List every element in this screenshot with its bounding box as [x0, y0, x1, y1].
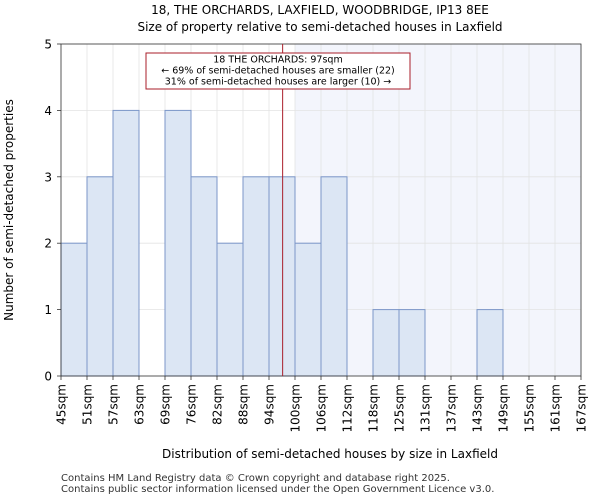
- y-tick-label: 2: [44, 237, 52, 251]
- x-tick-label: 51sqm: [81, 384, 95, 425]
- x-tick-label: 63sqm: [133, 384, 147, 425]
- footer-licence: Contains public sector information licen…: [61, 484, 495, 495]
- x-tick-label: 125sqm: [393, 384, 407, 432]
- annotation-border: [145, 52, 411, 90]
- x-tick-label: 106sqm: [315, 384, 329, 432]
- footer-copyright: Contains HM Land Registry data © Crown c…: [61, 473, 450, 484]
- y-tick-label: 0: [44, 370, 52, 384]
- x-tick-label: 88sqm: [237, 384, 251, 425]
- x-tick-label: 69sqm: [159, 384, 173, 425]
- x-tick-label: 94sqm: [263, 384, 277, 425]
- x-tick-label: 149sqm: [497, 384, 511, 432]
- y-tick-label: 5: [44, 38, 52, 52]
- bar-106sqm: [320, 176, 348, 377]
- y-axis-label: Number of semi-detached properties: [2, 99, 16, 321]
- chart-title-line2: Size of property relative to semi-detach…: [137, 20, 502, 34]
- bars: [60, 109, 504, 377]
- bar-69sqm: [164, 109, 192, 377]
- chart-title-line1: 18, THE ORCHARDS, LAXFIELD, WOODBRIDGE, …: [151, 3, 489, 17]
- bar-125sqm: [398, 309, 426, 377]
- bar-45sqm: [60, 242, 88, 377]
- annotation-line3: 31% of semi-detached houses are larger (…: [165, 77, 392, 88]
- x-tick-label: 137sqm: [445, 384, 459, 432]
- x-tick-label: 161sqm: [549, 384, 563, 432]
- x-tick-label: 100sqm: [289, 384, 303, 432]
- annotation-line1: 18 THE ORCHARDS: 97sqm: [213, 55, 342, 66]
- bar-76sqm: [190, 176, 218, 377]
- bar-118sqm: [372, 309, 400, 377]
- bar-82sqm: [216, 242, 244, 377]
- y-tick-label: 1: [44, 303, 52, 317]
- x-tick-label: 118sqm: [367, 384, 381, 432]
- x-axis-label: Distribution of semi-detached houses by …: [162, 447, 498, 461]
- x-tick-label: 112sqm: [341, 384, 355, 432]
- x-tick-label: 76sqm: [185, 384, 199, 425]
- bar-143sqm: [476, 309, 504, 377]
- x-tick-label: 167sqm: [575, 384, 589, 432]
- x-tick-label: 57sqm: [107, 384, 121, 425]
- bar-94sqm: [268, 176, 296, 377]
- x-axis: 45sqm 51sqm 57sqm 63sqm 69sqm 76sqm 82sqm 88sqm…: [55, 376, 589, 432]
- y-tick-label: 3: [44, 170, 52, 184]
- x-tick-label: 143sqm: [471, 384, 485, 432]
- bar-88sqm: [242, 176, 270, 377]
- bar-100sqm: [294, 242, 322, 377]
- x-tick-label: 131sqm: [419, 384, 433, 432]
- annotation-line2: ← 69% of semi-detached houses are smalle…: [161, 66, 395, 77]
- y-axis: 0 1 2 3 4 5: [44, 38, 61, 384]
- x-tick-label: 45sqm: [55, 384, 69, 425]
- bar-57sqm: [112, 109, 140, 377]
- x-tick-label: 82sqm: [211, 384, 225, 425]
- y-tick-label: 4: [44, 104, 52, 118]
- annotation-box: 18 THE ORCHARDS: 97sqm ← 69% of semi-det…: [145, 52, 411, 90]
- x-tick-label: 155sqm: [523, 384, 537, 432]
- bar-51sqm: [86, 176, 114, 377]
